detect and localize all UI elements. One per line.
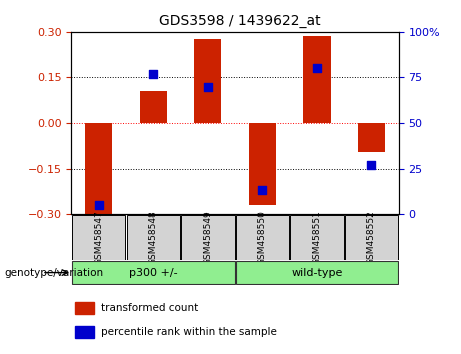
Bar (85, 123, 112, 216)
Bar (181, 215, 235, 260)
Bar (75, 302, 94, 314)
Bar (140, 91, 167, 123)
Text: genotype/variation: genotype/variation (5, 268, 104, 278)
Bar (75, 326, 94, 338)
Point (204, 84, 212, 89)
Text: GSM458547: GSM458547 (94, 210, 103, 264)
Bar (194, 39, 221, 123)
Text: transformed count: transformed count (101, 303, 198, 313)
Text: GSM458548: GSM458548 (149, 210, 158, 264)
Bar (345, 215, 398, 260)
Bar (358, 123, 385, 152)
Bar (290, 215, 343, 260)
Bar (303, 36, 331, 123)
Bar (236, 215, 289, 260)
Text: p300 +/-: p300 +/- (129, 268, 177, 278)
Text: GSM458550: GSM458550 (258, 210, 267, 265)
Text: wild-type: wild-type (291, 268, 343, 278)
Text: GDS3598 / 1439622_at: GDS3598 / 1439622_at (159, 14, 320, 28)
Point (95, 202, 102, 208)
Bar (72, 215, 125, 260)
Point (313, 65, 321, 71)
Text: GSM458549: GSM458549 (203, 210, 213, 264)
Text: percentile rank within the sample: percentile rank within the sample (101, 327, 277, 337)
Bar (236, 261, 398, 284)
Point (149, 71, 157, 76)
Bar (127, 215, 180, 260)
Bar (249, 123, 276, 205)
Text: GSM458551: GSM458551 (313, 210, 321, 265)
Text: GSM458552: GSM458552 (367, 210, 376, 264)
Point (259, 188, 266, 193)
Bar (72, 261, 235, 284)
Point (368, 162, 375, 168)
